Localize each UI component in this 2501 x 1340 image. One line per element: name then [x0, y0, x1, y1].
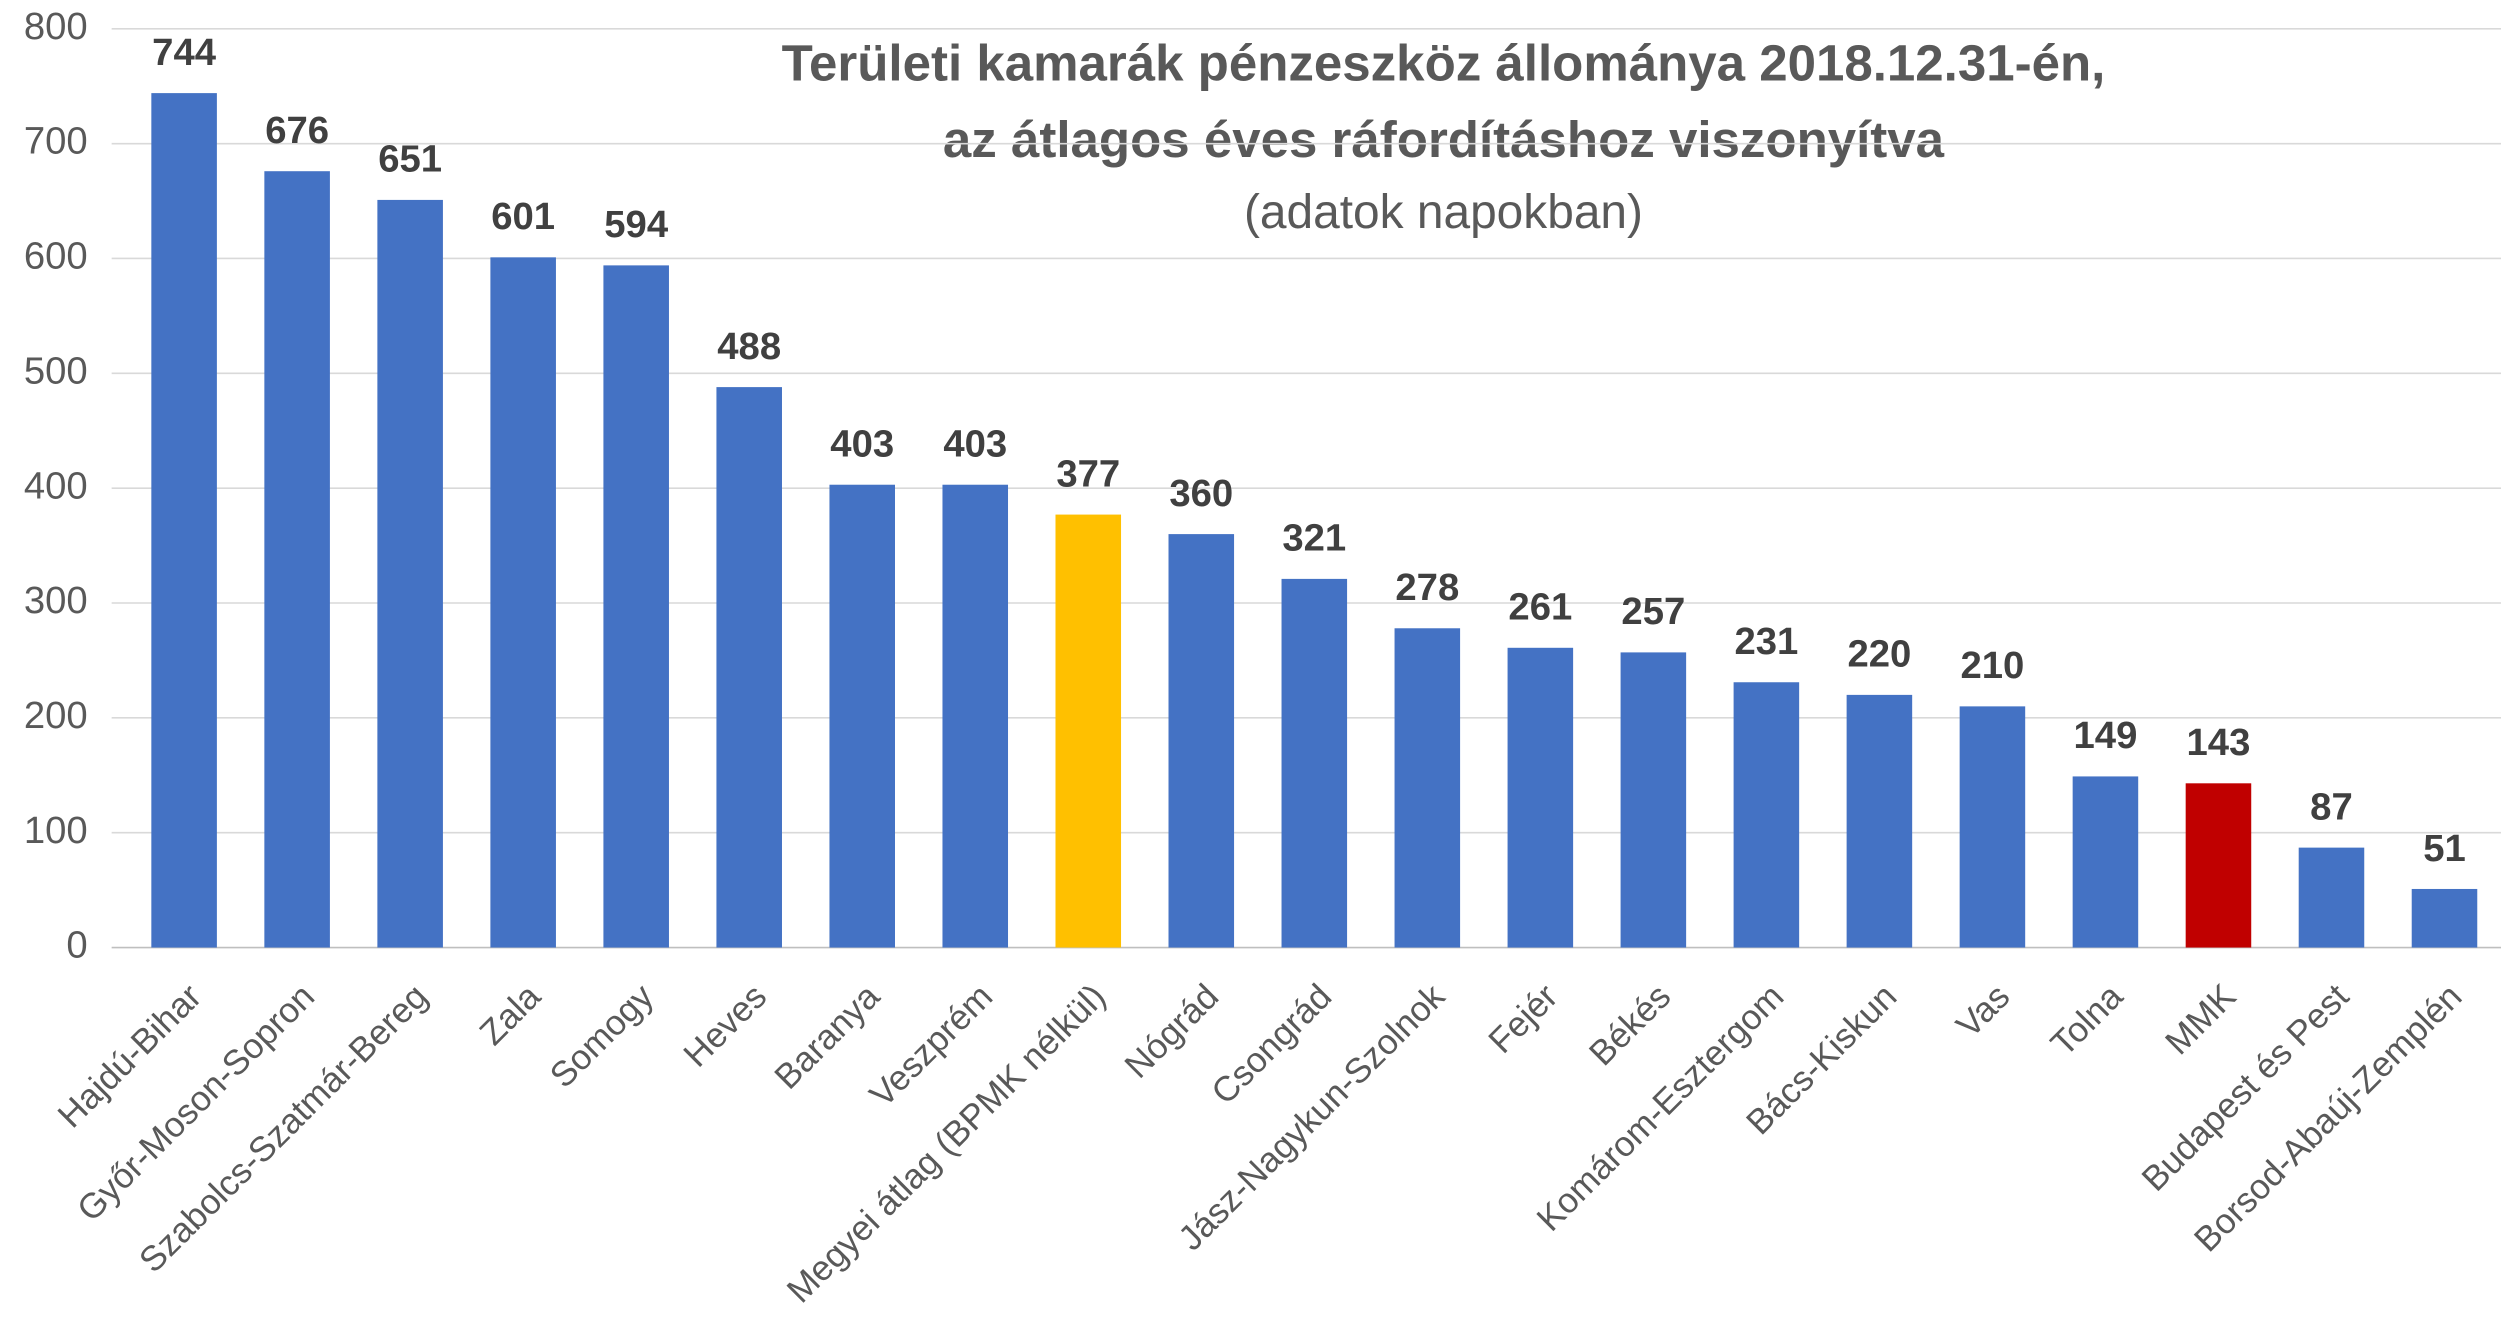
data-label: 488 — [717, 325, 781, 368]
bar — [942, 484, 1009, 948]
y-tick-label: 300 — [24, 579, 88, 622]
y-tick-label: 700 — [24, 120, 88, 163]
data-label: 231 — [1734, 620, 1798, 663]
y-tick-label: 100 — [24, 809, 88, 852]
bar — [603, 265, 669, 948]
bar — [2298, 847, 2365, 948]
x-tick-label: Budapest és Pest — [2134, 977, 2356, 1199]
bar — [1281, 578, 1348, 948]
x-tick-label: Vas — [1949, 977, 2017, 1045]
chart-title-line: az átlagos éves ráfordításhoz viszonyítv… — [943, 111, 1945, 168]
data-label: 601 — [491, 195, 555, 238]
bar — [2185, 783, 2252, 948]
data-label: 143 — [2187, 721, 2251, 764]
y-tick-label: 600 — [24, 235, 88, 278]
x-tick-label: Tolna — [2044, 976, 2131, 1063]
data-label: 51 — [2423, 827, 2466, 870]
data-label: 257 — [1621, 590, 1685, 633]
data-label: 377 — [1056, 452, 1120, 495]
bar — [1394, 628, 1461, 948]
data-label: 676 — [265, 109, 329, 152]
data-label: 651 — [378, 138, 442, 181]
chart-subtitle: (adatok napokban) — [1244, 186, 1643, 239]
bar — [151, 93, 217, 948]
y-tick-label: 200 — [24, 694, 88, 737]
data-label: 149 — [2074, 714, 2138, 757]
chart-title-line: Területi kamarák pénzeszköz állománya 20… — [782, 35, 2106, 92]
bar — [829, 484, 896, 948]
data-label: 278 — [1395, 566, 1459, 609]
data-label: 220 — [1847, 633, 1911, 676]
bar — [716, 387, 782, 948]
data-label: 594 — [604, 203, 669, 246]
bar — [490, 257, 556, 948]
bar — [264, 171, 330, 948]
data-label: 261 — [1508, 586, 1572, 629]
x-tick-label: MMK — [2158, 977, 2243, 1062]
bar — [2411, 888, 2478, 948]
x-tick-label: Zala — [472, 976, 548, 1052]
x-tick-label: Békés — [1582, 977, 1679, 1074]
y-tick-label: 0 — [66, 924, 87, 967]
x-tick-label: Fejér — [1481, 977, 1565, 1061]
y-tick-label: 400 — [24, 464, 88, 507]
x-tick-label: Nógrád — [1117, 977, 1226, 1086]
x-tick-label: Somogy — [543, 977, 662, 1096]
bar — [1507, 647, 1574, 948]
bar — [1733, 682, 1800, 948]
data-label: 360 — [1169, 472, 1233, 515]
data-label: 403 — [830, 423, 894, 466]
data-label: 210 — [1960, 644, 2024, 687]
y-tick-label: 800 — [24, 5, 88, 48]
bar — [1959, 706, 2026, 948]
data-label: 87 — [2310, 785, 2353, 828]
bar — [1846, 694, 1913, 948]
bar — [2072, 776, 2139, 948]
bar — [1620, 652, 1687, 948]
bar — [1055, 514, 1122, 948]
data-label: 321 — [1282, 517, 1346, 560]
data-label: 403 — [943, 423, 1007, 466]
y-tick-label: 500 — [24, 349, 88, 392]
bar — [377, 199, 443, 948]
x-tick-label: Heves — [676, 977, 774, 1075]
bar — [1168, 534, 1235, 948]
data-label: 744 — [152, 31, 217, 74]
